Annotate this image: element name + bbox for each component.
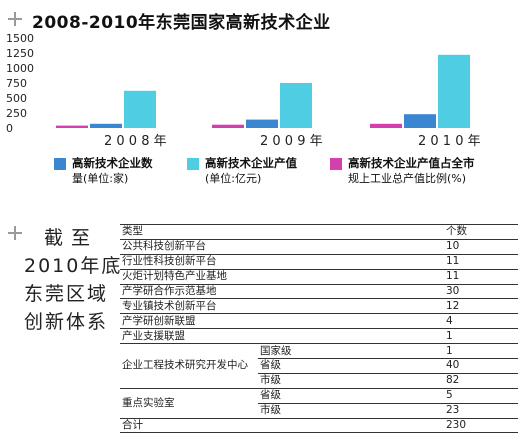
innovation-system-table: 类型 个数 公共科技创新平台 10 行业性科技创新平台 11 火炬计划特色产业基… (120, 224, 518, 434)
table-row: 企业工程技术研究开发中心 国家级 1 (120, 343, 518, 389)
row-count: 4 (328, 313, 518, 330)
legend-swatch-count (54, 158, 66, 170)
table-row: 重点实验室 省级 5 (120, 388, 518, 419)
bar (56, 125, 88, 128)
row-type: 产业支援联盟 (120, 328, 328, 345)
bar (90, 123, 122, 128)
row-count: 23 (328, 403, 518, 419)
table-row: 市级 23 (120, 403, 518, 419)
legend-item-ratio: 高新技术企业产值占全市 规上工业总产值比例(%) (330, 155, 475, 187)
legend-swatch-ratio (330, 158, 342, 170)
table-row: 省级 40 (120, 358, 518, 374)
row-type: 行业性科技创新平台 (120, 254, 328, 270)
table-row: 产业支援联盟 1 (120, 328, 518, 345)
row-count: 12 (328, 298, 518, 315)
bar (404, 114, 436, 128)
bar (246, 119, 278, 128)
x-category-label: 2 0 1 0 年 (418, 134, 481, 148)
header-type: 类型 (120, 224, 328, 240)
section-title-line-3: 东莞区域 (24, 283, 109, 305)
legend-unit-ratio: 规上工业总产值比例(%) (348, 172, 467, 185)
bar (212, 124, 244, 128)
row-count: 5 (328, 388, 518, 404)
chart-title: 2008-2010年东莞国家高新技术企业 (32, 13, 331, 33)
table-row: 市级 82 (120, 373, 518, 389)
row-level: 市级 (258, 403, 328, 419)
row-type: 公共科技创新平台 (120, 239, 328, 255)
y-tick-label: 1250 (6, 47, 34, 60)
legend-item-output: 高新技术企业产值 (单位:亿元) (187, 155, 297, 187)
bar (370, 123, 402, 128)
row-count: 10 (328, 239, 518, 255)
legend-unit-output: (单位:亿元) (205, 172, 262, 185)
row-level: 国家级 (258, 343, 328, 360)
bar (124, 90, 156, 128)
legend-label-output: 高新技术企业产值 (205, 156, 297, 170)
bar (280, 83, 312, 128)
bar (438, 54, 470, 128)
y-tick-label: 500 (6, 92, 27, 105)
row-type: 专业镇技术创新平台 (120, 298, 328, 315)
cross-decoration-icon (8, 12, 22, 26)
row-level: 省级 (258, 388, 328, 404)
section-title-line-4: 创新体系 (24, 311, 109, 333)
legend-unit-count: 量(单位:家) (72, 172, 129, 185)
row-count: 11 (328, 254, 518, 270)
table-row: 产学研创新联盟 4 (120, 313, 518, 330)
y-tick-label: 0 (6, 122, 13, 135)
row-level: 市级 (258, 373, 328, 389)
row-type: 火炬计划特色产业基地 (120, 269, 328, 285)
bar-chart: 1500 1250 1000 750 500 250 0 2 0 0 8 年 2 0 0 9 年… (6, 32, 481, 148)
total-type: 合计 (120, 418, 328, 434)
section-title: 截至 2010年底 东莞区域 创新体系 (24, 224, 123, 336)
table-row: 行业性科技创新平台 11 (120, 254, 518, 270)
row-count: 30 (328, 284, 518, 300)
legend-item-count: 高新技术企业数 量(单位:家) (54, 155, 153, 187)
table-header-row: 类型 个数 (120, 224, 518, 240)
row-count: 40 (328, 358, 518, 374)
section-title-line-2: 2010年底 (24, 255, 123, 277)
y-tick-label: 1500 (6, 32, 34, 45)
cross-decoration-icon-2 (8, 226, 22, 240)
row-count: 1 (328, 328, 518, 345)
y-tick-label: 750 (6, 77, 27, 90)
row-count: 82 (328, 373, 518, 389)
legend-swatch-output (187, 158, 199, 170)
x-category-label: 2 0 0 9 年 (260, 134, 323, 148)
row-type: 产学研创新联盟 (120, 313, 328, 330)
total-count: 230 (328, 418, 518, 434)
table-row: 火炬计划特色产业基地 11 (120, 269, 518, 285)
header-count: 个数 (328, 224, 518, 240)
y-tick-label: 250 (6, 107, 27, 120)
table-row: 专业镇技术创新平台 12 (120, 298, 518, 315)
legend-label-count: 高新技术企业数 (72, 156, 153, 170)
legend-label-ratio: 高新技术企业产值占全市 (348, 156, 475, 170)
section-title-line-1: 截至 (44, 227, 99, 249)
y-tick-label: 1000 (6, 62, 34, 75)
group-type: 重点实验室 (120, 388, 258, 419)
row-count: 1 (328, 343, 518, 360)
table-row: 公共科技创新平台 10 (120, 239, 518, 255)
x-category-label: 2 0 0 8 年 (104, 134, 167, 148)
table-total-row: 合计 230 (120, 418, 518, 434)
row-level: 省级 (258, 358, 328, 374)
group-type: 企业工程技术研究开发中心 (120, 343, 258, 389)
row-count: 11 (328, 269, 518, 285)
table-row: 产学研合作示范基地 30 (120, 284, 518, 300)
row-type: 产学研合作示范基地 (120, 284, 328, 300)
